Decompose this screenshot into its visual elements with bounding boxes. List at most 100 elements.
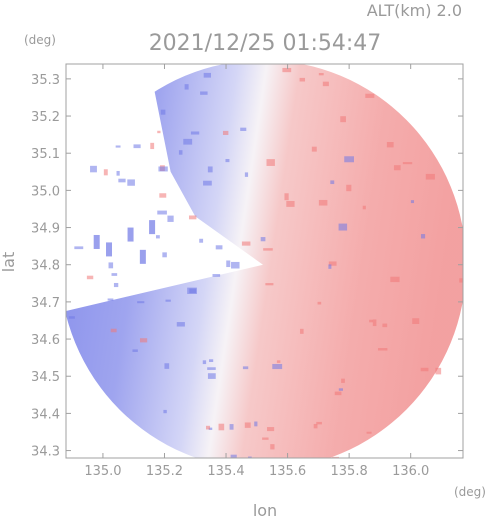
echo-patch [113, 282, 119, 288]
echo-patch [266, 159, 275, 166]
echo-patch [334, 391, 342, 396]
echo-patch [207, 367, 216, 370]
echo-patch [127, 179, 135, 186]
echo-patch [229, 424, 234, 430]
echo-patch [244, 172, 249, 177]
echo-patch [165, 299, 171, 302]
x-tick-label: 135.8 [331, 464, 368, 479]
echo-patch [331, 456, 339, 458]
echo-patch [208, 427, 213, 430]
echo-patch [270, 444, 275, 450]
echo-patch [262, 437, 269, 440]
echo-patch [157, 130, 161, 134]
echo-patch [317, 301, 322, 305]
echo-patch [272, 363, 283, 370]
echo-patch [316, 421, 322, 425]
echo-patch [107, 298, 114, 301]
echo-patch [435, 367, 442, 375]
echo-patch [366, 431, 372, 434]
echo-patch [313, 423, 318, 429]
echo-patch [212, 274, 221, 277]
echo-patch [74, 246, 84, 250]
echo-patch [311, 146, 317, 152]
echo-patch [340, 116, 346, 123]
echo-patch [167, 215, 174, 222]
echo-patch [260, 237, 266, 242]
echo-patch [420, 234, 426, 239]
echo-patch [203, 72, 211, 78]
echo-patch [222, 130, 229, 135]
echo-patch [110, 328, 117, 333]
echo-patch [215, 245, 223, 250]
echo-patch [162, 252, 167, 258]
echo-patch [267, 427, 275, 432]
echo-patch [159, 193, 167, 198]
echo-patch [108, 262, 114, 269]
echo-patch [240, 127, 247, 131]
echo-patch [369, 319, 374, 323]
echo-patch [133, 144, 141, 149]
echo-patch [164, 363, 170, 369]
echo-patch [183, 138, 193, 145]
echo-patch [254, 421, 258, 427]
echo-patch [132, 349, 138, 352]
echo-patch [203, 180, 212, 186]
echo-patch [300, 328, 304, 334]
echo-patch [225, 158, 230, 163]
plot-frame [65, 63, 464, 459]
echo-patch [90, 165, 97, 173]
echo-patch [242, 366, 249, 370]
echo-patch [338, 388, 343, 391]
echo-patch [241, 241, 251, 246]
echo-patch [412, 318, 420, 324]
echo-patch [200, 91, 208, 95]
x-axis-label: lon [253, 501, 277, 520]
echo-patch [68, 316, 75, 319]
echo-patch [155, 235, 160, 239]
x-tick-label: 135.4 [207, 464, 244, 479]
echo-patch [139, 249, 146, 264]
echo-patch [318, 199, 328, 206]
echo-patch [390, 276, 400, 283]
echo-patch [218, 423, 225, 431]
echo-patch [386, 142, 394, 148]
echo-patch [205, 425, 211, 430]
echo-patch [365, 93, 375, 98]
echo-patch [282, 67, 292, 73]
echo-patch [184, 84, 189, 90]
echo-patch [207, 373, 216, 379]
y-tick-label: 34.3 [31, 445, 60, 460]
x-tick-label: 135.0 [84, 464, 121, 479]
echo-patch [286, 200, 295, 207]
y-tick-label: 34.7 [31, 296, 60, 311]
echo-patch [318, 73, 324, 76]
echo-patch [106, 242, 113, 257]
echo-patch [425, 173, 435, 180]
x-tick-label: 136.0 [392, 464, 429, 479]
echo-patch [244, 422, 251, 428]
echo-patch [328, 264, 332, 269]
echo-patch [139, 338, 148, 343]
y-tick-label: 35.3 [31, 73, 60, 88]
x-axis-ticks: 135.0 135.2 135.4 135.6 135.8 136.0 [84, 64, 429, 479]
echo-patch [118, 178, 126, 183]
x-tick-label: 135.6 [269, 464, 306, 479]
echo-patch [284, 193, 289, 201]
echo-patch [93, 234, 100, 249]
echo-patch [150, 142, 155, 150]
echo-patch [377, 348, 388, 351]
echo-patch [199, 238, 204, 243]
echo-patch [341, 378, 345, 383]
chart-title: 2021/12/25 01:54:47 [149, 31, 382, 56]
echo-patch [328, 261, 337, 266]
echo-patch [459, 278, 463, 283]
y-tick-label: 35.2 [31, 110, 60, 125]
y-tick-label: 34.9 [31, 222, 60, 237]
y-tick-label: 34.6 [31, 333, 60, 348]
echo-patch [231, 261, 240, 269]
echo-patch [372, 319, 377, 327]
echo-patch [402, 162, 413, 165]
echo-patches [68, 67, 463, 458]
y-tick-label: 34.4 [31, 407, 60, 422]
